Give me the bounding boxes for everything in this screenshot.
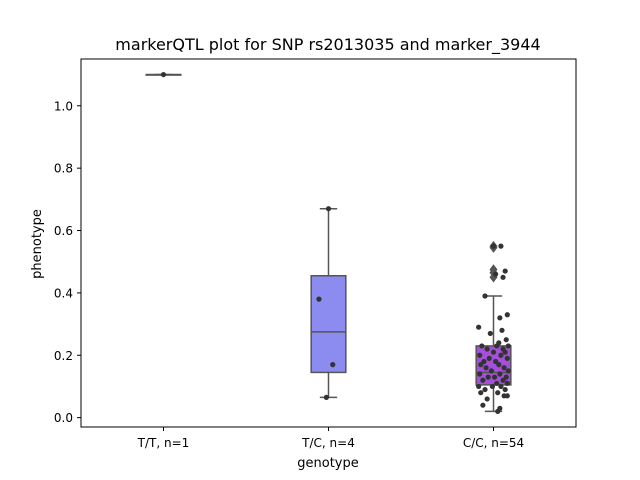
data-point [493,271,499,277]
chart-title: markerQTL plot for SNP rs2013035 and mar… [115,35,540,55]
data-point [323,394,329,400]
data-point [484,346,490,352]
data-point [499,327,505,333]
plot-area [145,71,512,415]
data-point [501,365,507,371]
y-tick-label: 0.8 [54,162,73,176]
data-point [330,362,336,368]
axes: 0.0 0.2 0.4 0.6 0.8 1.0 T/T, n=1 T/C, n=4 C/C, n… [54,58,577,450]
data-point [480,402,486,408]
data-point [497,371,503,377]
data-point [486,355,492,361]
data-point [477,371,483,377]
box-2 [310,274,347,374]
data-point [500,274,506,280]
data-point [494,343,500,349]
y-axis-label: phenotype [30,209,45,279]
x-axis-label: genotype [297,456,358,471]
data-point [500,377,506,383]
data-point [502,349,508,355]
data-point [502,268,508,274]
data-point [490,243,497,249]
data-point [489,383,496,390]
data-point [478,362,484,368]
data-point [504,355,510,361]
data-point [488,368,494,374]
data-point [476,383,482,390]
data-point [487,330,493,337]
data-point [496,362,502,368]
data-point [502,386,508,393]
data-point [478,390,484,396]
data-point [482,293,488,299]
data-point [498,383,504,390]
data-point [493,358,499,365]
data-point [498,352,504,358]
data-point [491,374,498,380]
data-point [485,374,491,380]
data-point [503,374,509,380]
x-tick-label: C/C, n=54 [463,436,524,450]
y-tick-label: 0.4 [54,286,73,300]
x-tick-label: T/C, n=4 [301,436,355,450]
data-point [480,377,486,383]
data-point [481,358,487,365]
data-point [483,365,489,371]
data-point [495,390,501,396]
data-point [504,380,510,386]
data-point [325,206,332,212]
data-point [494,380,500,386]
data-point [498,243,504,249]
data-point [505,368,511,374]
data-point [490,349,497,355]
y-tick-label: 0.0 [54,411,73,425]
data-point [160,71,167,78]
y-tick-label: 1.0 [54,99,73,113]
y-tick-label: 0.2 [54,349,73,363]
data-point [479,343,485,349]
data-point [476,324,482,330]
data-point [495,408,501,415]
data-point [477,352,483,358]
data-point [497,315,503,321]
data-point [504,393,510,399]
data-point [316,296,322,302]
data-point [504,312,510,318]
data-point [484,396,490,402]
x-tick-label: T/T, n=1 [137,436,190,450]
data-point [505,343,511,349]
y-tick-label: 0.6 [54,224,73,238]
data-point [503,337,509,343]
data-point [482,386,488,393]
